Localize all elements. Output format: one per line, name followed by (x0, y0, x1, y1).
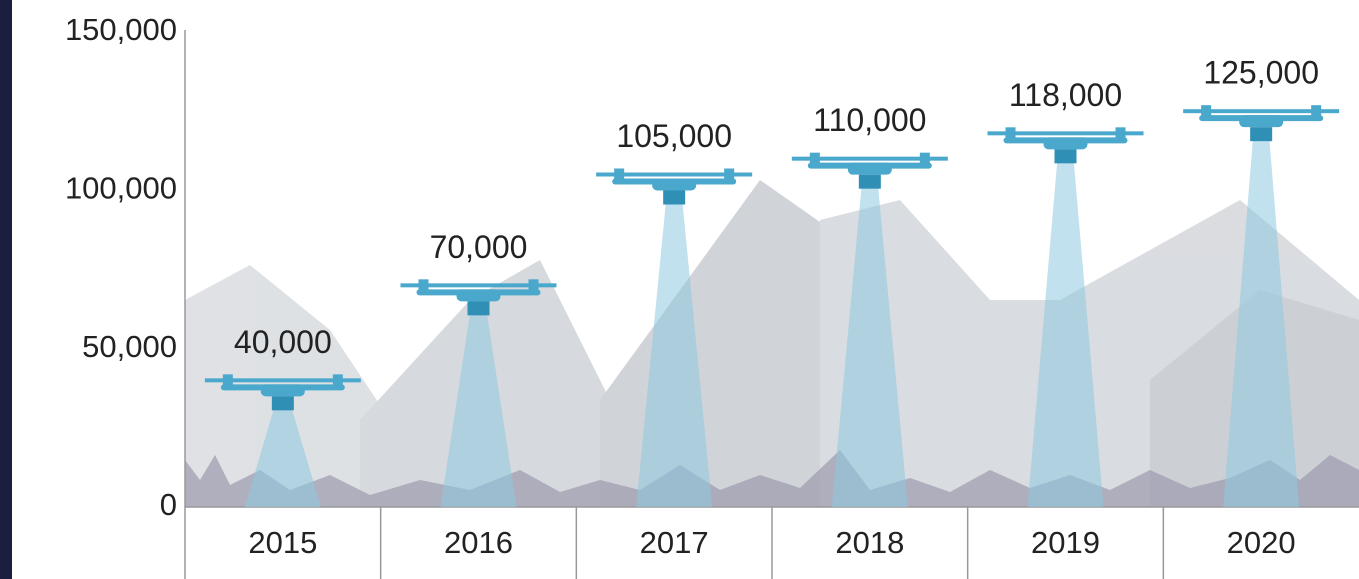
drone-body (652, 178, 697, 191)
drone-body (847, 162, 892, 175)
drone-camera (1250, 127, 1273, 142)
drone-camera (1054, 149, 1077, 164)
drone-camera (663, 190, 686, 205)
drone-motor (1005, 127, 1016, 142)
drone-arm (1183, 109, 1340, 114)
drone-body (1239, 115, 1284, 128)
drone (204, 374, 361, 411)
drone (400, 279, 557, 316)
light-beam (831, 183, 908, 507)
drone-motor (724, 168, 735, 183)
value-label: 40,000 (234, 324, 332, 360)
drone-arm (400, 283, 557, 288)
drone (596, 168, 753, 205)
drone-arm (596, 172, 753, 177)
value-label: 118,000 (1009, 77, 1122, 113)
drone-motor (919, 152, 930, 167)
light-beam (1223, 136, 1300, 507)
light-beam (244, 405, 321, 507)
x-tick-label: 2018 (835, 525, 904, 560)
drone-motor (332, 374, 343, 389)
value-label: 125,000 (1203, 55, 1319, 91)
drone-camera (467, 301, 490, 316)
y-tick-label: 50,000 (82, 329, 177, 364)
x-tick-label: 2019 (1031, 525, 1100, 560)
drone-motor (1201, 105, 1212, 120)
drone-motor (528, 279, 539, 294)
drone (987, 127, 1144, 164)
value-label: 105,000 (616, 118, 732, 154)
light-beam (636, 199, 713, 507)
drone-motor (809, 152, 820, 167)
drone (1183, 105, 1340, 142)
drone-motor (1311, 105, 1322, 120)
drone-body (260, 384, 305, 397)
value-label: 110,000 (813, 102, 926, 138)
side-strip (0, 0, 12, 579)
drone (791, 152, 948, 189)
drone-camera (271, 396, 294, 411)
drone-motor (418, 279, 429, 294)
y-tick-label: 150,000 (65, 12, 177, 47)
drone-arm (204, 378, 361, 383)
drone-motor (222, 374, 233, 389)
y-tick-label: 100,000 (65, 171, 177, 206)
drone-motor (614, 168, 625, 183)
x-tick-label: 2015 (248, 525, 317, 560)
y-tick-label: 0 (160, 487, 177, 522)
drone-arm (987, 131, 1144, 136)
x-tick-label: 2020 (1227, 525, 1296, 560)
drone-body (456, 289, 501, 302)
light-beam (440, 310, 517, 507)
drone-body (1043, 137, 1088, 150)
x-tick-label: 2016 (444, 525, 513, 560)
drone-motor (1115, 127, 1126, 142)
drone-arm (791, 156, 948, 161)
light-beam (1027, 158, 1104, 508)
value-label: 70,000 (430, 229, 528, 265)
mountains (185, 180, 1359, 507)
drone-camera (858, 174, 881, 189)
x-tick-label: 2017 (640, 525, 709, 560)
